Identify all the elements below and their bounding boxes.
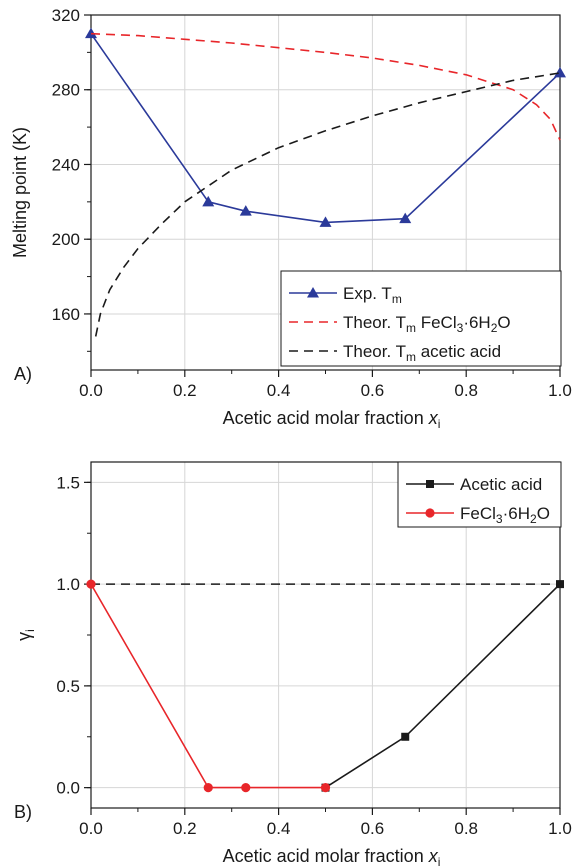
y-tick-label: 160 [52,305,80,324]
x-axis-label: Acetic acid molar fraction xi [223,846,441,866]
y-tick-label: 1.5 [56,473,80,492]
y-tick-label: 1.0 [56,575,80,594]
x-axis-label-variable: x [428,846,439,866]
x-tick-label: 0.4 [267,381,291,400]
legend-label-2: Theor. Tm acetic acid [343,342,501,364]
y-tick-label: 0.0 [56,779,80,798]
series-1-point-3 [320,783,331,793]
series-0-point-1 [401,732,410,741]
legend-label-1-part-6: O [497,313,510,332]
y-axis-label: γi [14,629,37,641]
x-tick-label: 1.0 [548,819,572,838]
x-tick-label: 0.2 [173,819,197,838]
x-tick-label: 0.0 [79,381,103,400]
legend-label-0: Exp. Tm [343,284,402,306]
series-line-1 [90,32,561,141]
legend-label-1-part-1: m [406,321,416,335]
legend-label-1-part-2: ·6H [503,504,530,523]
series-0-point-5 [554,66,566,78]
x-axis-label-variable: x [428,408,439,428]
x-tick-label: 1.0 [548,381,572,400]
x-tick-label: 0.8 [454,819,478,838]
legend-swatch-marker-1 [425,508,435,518]
series-0-point-3 [319,216,332,227]
series-0-point-4 [399,212,412,224]
x-axis-label: Acetic acid molar fraction xi [223,408,441,431]
y-tick-label: 0.5 [56,677,80,696]
legend-label-1-part-0: FeCl [460,504,496,523]
legend-label-1-part-3: 2 [530,512,537,526]
legend-label-2-part-0: Theor. T [343,342,406,361]
x-axis-label-subscript: i [438,855,441,866]
x-axis-label-text: Acetic acid molar fraction [223,846,429,866]
series-1-point-2 [241,783,251,793]
series-line-2 [94,72,561,337]
series-0-point-2 [556,580,564,589]
legend-box [280,270,562,367]
legend-label-1-part-0: Theor. T [343,313,406,332]
legend-label-0-part-0: Exp. T [343,284,392,303]
legend-label-0: Acetic acid [460,475,542,494]
y-tick-label: 320 [52,6,80,25]
legend-label-1-part-4: ·6H [463,313,490,332]
x-tick-label: 0.6 [361,819,385,838]
y-tick-label: 240 [52,155,80,174]
legend-swatch-marker-0 [426,480,434,488]
legend-label-1: FeCl3·6H2O [460,504,550,526]
legend-label-1-part-2: FeCl [416,313,457,332]
series-0-point-1 [202,195,215,207]
y-tick-label: 280 [52,81,80,100]
series-0-point-0 [85,27,97,39]
x-tick-label: 0.4 [267,819,291,838]
x-tick-label: 0.8 [454,381,478,400]
legend-label-1-part-3: 3 [457,321,464,335]
legend-swatch-marker-0 [307,287,319,298]
panel-b-activity-coefficient-chart: 0.0 0.2 0.4 0.6 0.8 1.0 0.0 0.5 1.0 1.5 Acetic aci… [14,461,572,866]
y-axis-label-subscript: i [23,629,37,632]
series-0-point-2 [239,205,252,216]
y-axis-label-text: Melting point (K) [10,127,30,258]
y-axis-label: Melting point (K) [10,127,30,258]
x-tick-label: 0.6 [361,381,385,400]
legend-label-1-part-1: 3 [496,512,503,526]
x-tick-label: 0.2 [173,381,197,400]
legend-label-1-part-4: O [537,504,550,523]
y-axis-label-text: γ [14,632,34,641]
legend-label-0-part-0: Acetic acid [460,475,542,494]
legend-label-2-part-2: acetic acid [416,342,501,361]
legend-box [397,461,562,528]
panel-label: B) [14,802,32,822]
legend-label-0-part-1: m [392,292,402,306]
x-axis-label-text: Acetic acid molar fraction [223,408,429,428]
legend-label-1-part-5: 2 [491,321,498,335]
series-1-point-0 [86,579,96,589]
panel-label: A) [14,364,32,384]
series-line-0 [90,33,561,224]
x-axis-label-subscript: i [438,417,441,431]
x-tick-label: 0.0 [79,819,103,838]
series-line-1 [90,583,326,789]
series-1-point-1 [203,783,213,793]
legend-label-2-part-1: m [406,350,416,364]
legend-label-1: Theor. Tm FeCl3·6H2O [343,313,511,335]
y-tick-label: 200 [52,230,80,249]
